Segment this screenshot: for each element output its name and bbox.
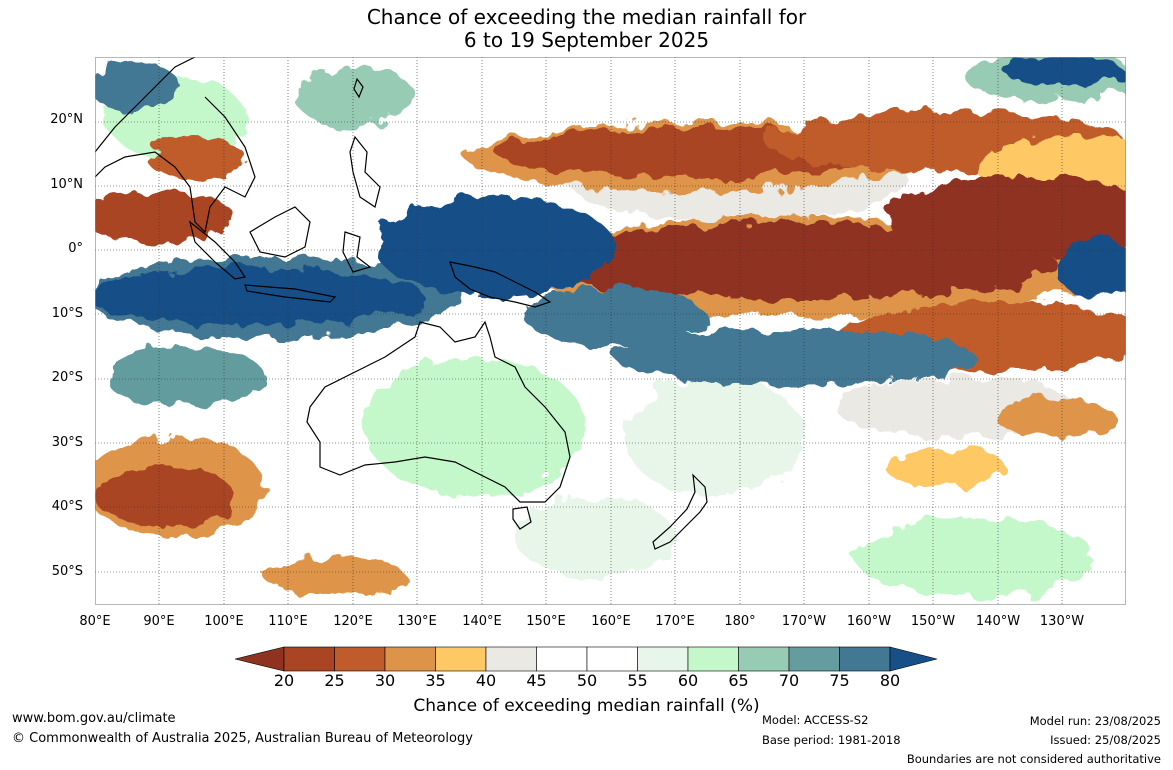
colorbar-tick-label: 25 bbox=[324, 671, 345, 690]
colorbar-tick-label: 65 bbox=[728, 671, 749, 690]
lon-label: 130°E bbox=[397, 614, 437, 629]
colorbar-segment bbox=[788, 646, 840, 672]
colorbar-segment bbox=[384, 646, 436, 672]
base-period-text: Base period: 1981-2018 bbox=[762, 733, 901, 747]
colorbar-segment bbox=[687, 646, 739, 672]
map-title-line1: Chance of exceeding the median rainfall … bbox=[366, 5, 807, 29]
issued-text: Issued: 25/08/2025 bbox=[1050, 733, 1161, 747]
colorbar-tick-label: 70 bbox=[778, 671, 800, 690]
lon-label: 170°W bbox=[781, 614, 827, 629]
lon-label: 130°W bbox=[1039, 614, 1085, 629]
java-coast bbox=[244, 284, 337, 303]
probability-field bbox=[95, 57, 1126, 597]
borneo-coast bbox=[249, 206, 311, 258]
map-frame bbox=[95, 57, 1126, 605]
colorbar-segment bbox=[839, 646, 891, 672]
lat-label: 30°S bbox=[51, 435, 83, 450]
colorbar-segment bbox=[637, 646, 689, 672]
lon-label: 90°E bbox=[143, 614, 175, 629]
colorbar-tick-label: 30 bbox=[374, 671, 396, 690]
sulawesi-coast bbox=[342, 231, 372, 273]
colorbar-extend-low bbox=[234, 646, 285, 672]
colorbar-tick-label: 75 bbox=[829, 671, 850, 690]
lat-label: 10°N bbox=[50, 177, 83, 192]
sumatra-coast bbox=[188, 220, 246, 280]
lon-label: 150°E bbox=[526, 614, 566, 629]
colorbar-segment bbox=[283, 646, 335, 672]
colorbar-extend-high bbox=[889, 646, 938, 672]
lat-label: 0° bbox=[68, 241, 83, 256]
model-run-text: Model run: 23/08/2025 bbox=[1029, 714, 1161, 728]
colorbar-tick-label: 20 bbox=[273, 671, 295, 690]
tasmania-coast bbox=[512, 506, 532, 530]
colorbar-segment bbox=[586, 646, 638, 672]
lon-label: 140°W bbox=[975, 614, 1021, 629]
new-zealand-coast bbox=[652, 473, 708, 550]
lat-label: 40°S bbox=[51, 499, 83, 514]
colorbar-tick-label: 80 bbox=[879, 671, 901, 690]
colorbar bbox=[234, 646, 938, 672]
philippines-coast bbox=[349, 135, 381, 208]
lat-label: 20°S bbox=[51, 370, 83, 385]
lon-label: 150°W bbox=[910, 614, 956, 629]
lon-label: 180° bbox=[724, 614, 756, 629]
colorbar-tick-label: 50 bbox=[576, 671, 598, 690]
taiwan-coast bbox=[353, 77, 364, 99]
new-guinea-coast bbox=[449, 261, 552, 308]
coastlines bbox=[95, 57, 708, 550]
website-text: www.bom.gov.au/climate bbox=[12, 711, 176, 726]
lon-label: 100°E bbox=[204, 614, 244, 629]
colorbar-tick-label: 45 bbox=[526, 671, 547, 690]
lat-label: 20°N bbox=[50, 112, 83, 127]
colorbar-tick-label: 60 bbox=[677, 671, 699, 690]
lon-label: 160°E bbox=[591, 614, 631, 629]
lon-label: 120°E bbox=[333, 614, 373, 629]
rainfall-outlook-map bbox=[95, 57, 1126, 605]
model-text: Model: ACCESS-S2 bbox=[762, 713, 869, 727]
disclaimer-text: Boundaries are not considered authoritat… bbox=[906, 752, 1161, 766]
colorbar-segment bbox=[738, 646, 790, 672]
lat-label: 50°S bbox=[51, 564, 83, 579]
asia-mainland-coast bbox=[95, 57, 256, 234]
colorbar-tick-label: 55 bbox=[627, 671, 648, 690]
colorbar-segment bbox=[485, 646, 537, 672]
colorbar-segment bbox=[334, 646, 386, 672]
map-title-line2: 6 to 19 September 2025 bbox=[463, 28, 710, 52]
lat-label: 10°S bbox=[51, 306, 83, 321]
colorbar-segment bbox=[536, 646, 588, 672]
lon-label: 160°W bbox=[846, 614, 892, 629]
lon-label: 110°E bbox=[268, 614, 308, 629]
colorbar-title: Chance of exceeding median rainfall (%) bbox=[413, 696, 760, 716]
graticule bbox=[95, 57, 1126, 605]
copyright-text: © Commonwealth of Australia 2025, Austra… bbox=[12, 731, 473, 746]
australia-coast bbox=[306, 320, 571, 503]
lon-label: 80°E bbox=[79, 614, 111, 629]
colorbar-tick-label: 35 bbox=[425, 671, 446, 690]
lon-label: 170°E bbox=[655, 614, 695, 629]
colorbar-tick-label: 40 bbox=[475, 671, 497, 690]
colorbar-segment bbox=[435, 646, 487, 672]
lon-label: 140°E bbox=[462, 614, 502, 629]
